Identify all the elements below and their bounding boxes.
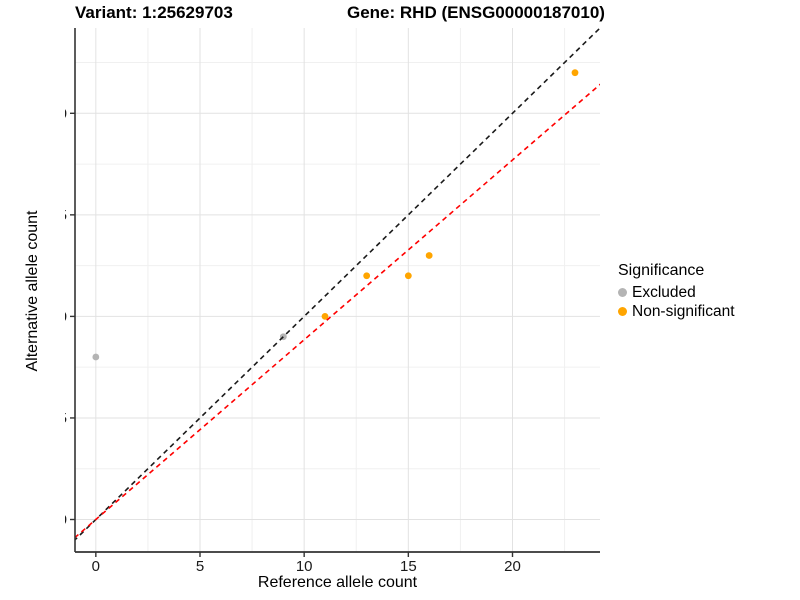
legend-dot-excluded-icon — [618, 288, 627, 297]
x-tick-label: 0 — [92, 558, 100, 575]
y-tick-label: 20 — [65, 105, 67, 122]
plot-title-variant: Variant: 1:25629703 — [75, 3, 233, 22]
plot-svg: 0 5 10 15 20 0 5 10 15 20 — [65, 28, 600, 575]
y-tick-label: 15 — [65, 207, 67, 224]
plot-title-gene: Gene: RHD (ENSG00000187010) — [347, 3, 605, 22]
legend: Significance Excluded Non-significant — [618, 261, 735, 321]
legend-item-label: Excluded — [632, 283, 696, 301]
expected-ratio-line — [75, 83, 600, 539]
x-tick-label: 15 — [400, 558, 417, 575]
legend-title: Significance — [618, 262, 705, 279]
x-tick-label: 20 — [504, 558, 521, 575]
identity-line — [75, 28, 600, 541]
data-point-non-significant — [571, 69, 579, 77]
x-tick-label: 10 — [296, 558, 313, 575]
legend-dot-non-significant-icon — [618, 307, 627, 316]
x-tick-label: 5 — [196, 558, 204, 575]
y-axis-title: Alternative allele count — [24, 210, 41, 372]
legend-item: Non-significant — [618, 302, 735, 321]
y-tick-label: 0 — [65, 512, 67, 529]
data-point-non-significant — [404, 272, 412, 280]
legend-item: Excluded — [618, 283, 735, 302]
data-point-non-significant — [425, 252, 433, 259]
data-point-non-significant — [321, 313, 329, 320]
data-point-excluded — [92, 353, 100, 361]
legend-item-label: Non-significant — [632, 302, 735, 320]
data-point-non-significant — [363, 272, 371, 280]
y-tick-label: 5 — [65, 410, 67, 427]
x-axis-title: Reference allele count — [257, 574, 418, 591]
y-tick-label: 10 — [65, 308, 67, 325]
